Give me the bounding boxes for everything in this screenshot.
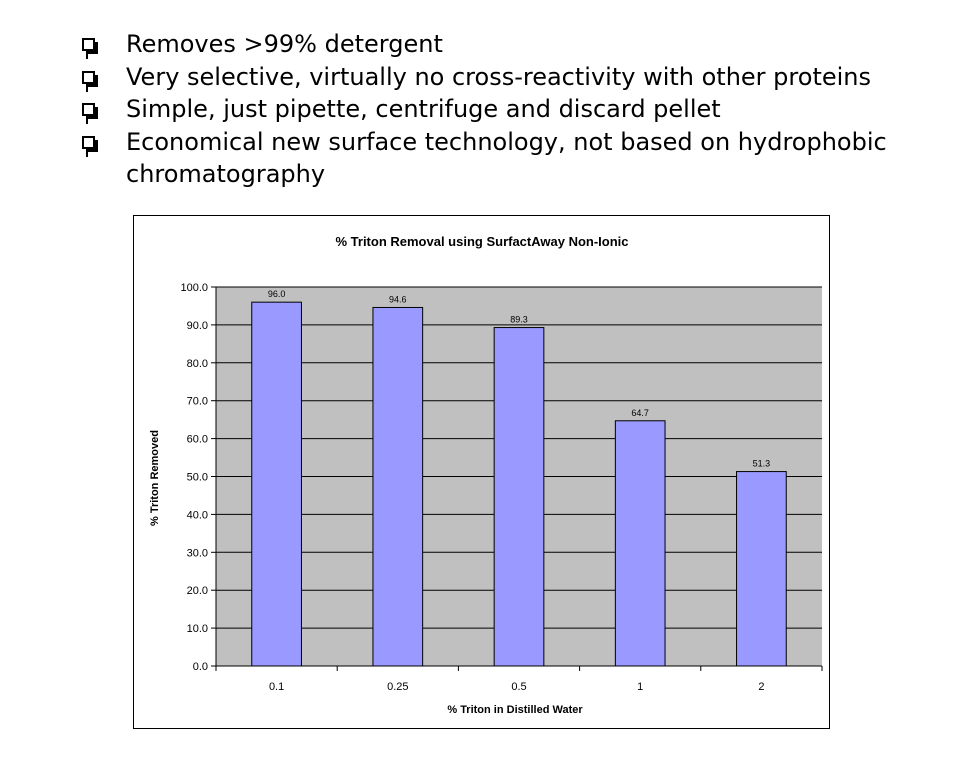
y-tick-label: 80.0	[187, 358, 208, 370]
bar	[372, 306, 424, 667]
bullet-text: Removes >99% detergent	[126, 30, 443, 58]
data-label: 64.7	[631, 408, 649, 418]
y-tick-label: 70.0	[187, 396, 208, 408]
data-label: 51.3	[753, 459, 771, 469]
checkbox-bullet-icon	[82, 70, 98, 87]
y-tick-label: 50.0	[187, 472, 208, 484]
plot-area-group: 0.0 10.0 20.0 30.0 40.0 50.0 60.0 70.0 80.0 90.0 1…	[180, 282, 823, 693]
bullet-item: Simple, just pipette, centrifuge and dis…	[82, 93, 962, 126]
chart-frame: 0.0 10.0 20.0 30.0 40.0 50.0 60.0 70.0 80.0 90.0 1…	[133, 215, 830, 729]
bullet-item: Removes >99% detergent	[82, 28, 962, 61]
y-tick-label: 10.0	[187, 623, 208, 635]
bar	[614, 420, 666, 667]
bar	[493, 327, 545, 667]
bullet-item: Very selective, virtually no cross-react…	[82, 61, 962, 94]
y-axis-label: % Triton Removed	[149, 430, 161, 526]
bar	[736, 471, 787, 667]
y-tick-label: 30.0	[187, 547, 208, 559]
x-tick-label: 1	[637, 681, 643, 693]
x-tick-label: 0.1	[269, 681, 284, 693]
bullet-item: Economical new surface technology, not b…	[82, 126, 962, 191]
x-tick-label: 0.25	[387, 681, 408, 693]
data-label: 89.3	[510, 315, 528, 325]
checkbox-bullet-icon	[82, 103, 98, 119]
y-tick-label: 20.0	[187, 585, 208, 597]
bullet-text: Simple, just pipette, centrifuge and dis…	[126, 95, 721, 123]
bullet-text: Economical new surface technology, not b…	[126, 127, 887, 189]
x-tick-label: 0.5	[511, 681, 526, 693]
bullet-list: Removes >99% detergent Very selective, v…	[82, 28, 962, 191]
checkbox-bullet-icon	[82, 135, 98, 152]
data-label: 94.6	[389, 294, 407, 304]
y-tick-label: 100.0	[180, 282, 208, 294]
bullet-text: Very selective, virtually no cross-react…	[126, 62, 871, 91]
bar-chart: 0.0 10.0 20.0 30.0 40.0 50.0 60.0 70.0 80.0 90.0 1…	[149, 234, 823, 716]
y-tick-label: 0.0	[193, 661, 208, 673]
y-tick-label: 40.0	[187, 509, 208, 521]
y-tick-label: 60.0	[187, 434, 208, 446]
checkbox-bullet-icon	[82, 38, 98, 54]
x-axis-label: % Triton in Distilled Water	[447, 704, 583, 716]
chart-title: % Triton Removal using SurfactAway Non-I…	[335, 234, 628, 249]
x-tick-label: 2	[758, 681, 764, 693]
bar	[251, 301, 302, 667]
data-label: 96.0	[268, 289, 286, 299]
y-tick-label: 90.0	[187, 320, 208, 332]
